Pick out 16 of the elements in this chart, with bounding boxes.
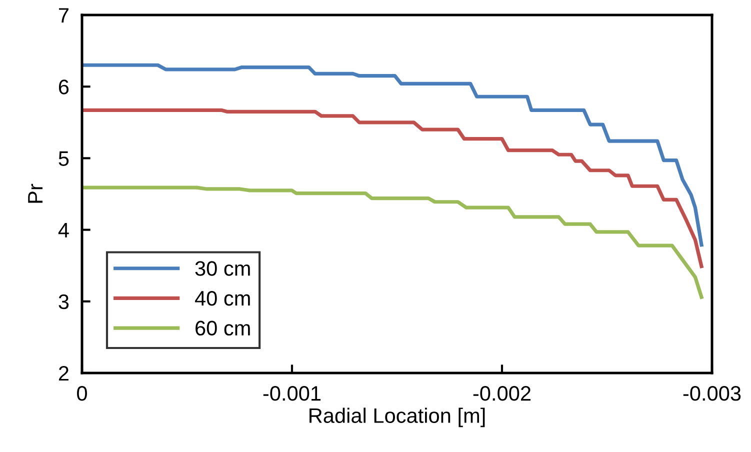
x-tick-label: -0.001	[263, 386, 321, 401]
y-tick-label: 4	[58, 223, 69, 238]
x-tick-label: -0.003	[683, 386, 741, 401]
y-tick-label: 2	[58, 366, 68, 381]
line-series	[82, 63, 704, 247]
legend-label: 40 cm	[194, 290, 250, 306]
y-axis-title: Pr	[28, 184, 42, 203]
x-axis-title: Radial Location [m]	[310, 408, 485, 428]
y-tick-label: 5	[58, 151, 69, 166]
y-tick-label: 3	[58, 294, 69, 310]
legend-label: 60 cm	[196, 320, 250, 336]
x-tick-label: 0	[77, 386, 87, 401]
x-tick-label: -0.002	[473, 386, 530, 401]
legend-label: 30 cm	[195, 261, 250, 276]
y-tick-label: 7	[58, 8, 68, 23]
y-tick-label: 6	[58, 80, 69, 94]
